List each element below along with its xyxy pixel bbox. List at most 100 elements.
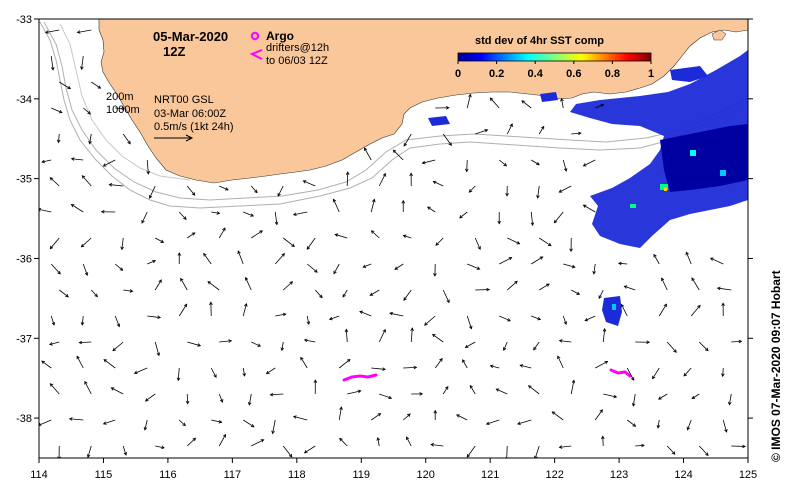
current-vector-head [673,349,677,353]
current-vector [237,250,244,265]
current-vector-head [250,423,255,428]
current-vector-head [314,269,318,273]
current-vector-head [377,413,382,417]
current-vector [187,232,196,239]
current-vector-head [519,364,524,368]
current-vector-head [158,279,162,283]
current-vector [594,409,603,421]
current-vector-head [244,302,248,307]
current-vector-head [225,187,229,191]
current-vector [459,211,468,219]
current-vector-head [313,379,318,383]
current-vector-head [185,400,190,405]
current-vector-head [464,344,469,348]
current-vector-head [495,388,500,392]
current-vector [571,132,581,135]
y-tick-label: -36 [16,253,32,265]
current-vector [103,159,116,167]
current-vector-head [484,128,489,133]
current-vector-head [558,445,563,449]
current-vector-head [303,449,308,454]
current-vector [410,328,413,343]
current-vector-head [362,264,367,268]
current-vector [427,206,436,213]
current-vector [272,419,276,434]
current-vector [435,237,444,246]
current-vector [218,227,226,239]
current-vector-head [419,392,424,396]
current-vector [618,262,628,265]
current-vector [79,341,92,344]
current-vector-head [582,163,587,167]
current-vector-head [601,435,605,440]
current-vector [552,411,564,421]
current-vector [652,367,660,379]
current-vector-head [277,192,281,197]
current-vector-head [58,109,63,114]
current-vector-head [300,356,304,361]
current-vector-head [439,357,443,362]
current-vector-head [51,321,56,326]
island [711,29,727,41]
current-vector-head [663,303,667,308]
current-vector-head [81,175,86,179]
current-vector-head [346,358,351,363]
current-vector-head [406,436,410,441]
argo-marker-icon [250,31,260,41]
current-vector-head [430,443,435,447]
current-vector-head [152,259,157,264]
current-vector [90,289,98,297]
current-vector [466,315,472,329]
current-vector-head [143,426,148,431]
current-vector-head [244,276,249,281]
current-vector [87,445,92,458]
current-vector-head [724,428,728,433]
current-vector [456,414,468,421]
current-vector-head [333,270,337,275]
current-vector [359,311,372,317]
current-vector [250,185,258,193]
x-tick-label: 117 [224,469,242,481]
current-vector [306,315,310,325]
current-vector [583,159,596,167]
y-axis: -33 -34 -35 -36 -37 -38 [16,14,753,425]
current-vector [51,107,63,113]
current-vector [539,283,550,291]
current-vector [178,419,186,426]
current-vector-head [87,111,92,115]
current-vector [559,445,572,448]
current-vector [377,437,380,447]
x-tick-label: 118 [288,469,306,481]
current-vector-head [671,451,676,455]
current-vector-head [76,355,80,360]
current-vector-head [222,433,226,438]
scale-arrow-icon [154,134,194,142]
current-vector-head [102,163,107,167]
current-vector [211,211,220,214]
current-vector [347,390,361,395]
current-vector-head [661,277,665,282]
current-vector-head [435,242,439,246]
current-vector-head [57,270,61,275]
current-vector [282,237,295,247]
current-vector-head [468,93,472,98]
current-vector-head [192,437,197,442]
current-vector [91,81,101,89]
current-vector-head [207,281,212,285]
current-vector-head [576,291,581,295]
current-vector-head [536,161,540,166]
drifter-tracks [342,368,632,382]
current-vector-head [563,168,568,172]
plot-border [38,18,749,459]
current-vector [115,107,125,110]
current-vector-head [56,139,61,144]
current-vector-head [123,451,128,456]
current-vector [506,281,518,291]
current-vector [554,211,564,224]
current-vector-head [100,209,105,214]
current-vector-head [686,426,691,431]
current-vector-head [116,323,121,328]
current-vector-head [421,160,426,165]
current-vector [658,393,668,400]
current-vector-head [237,250,241,255]
